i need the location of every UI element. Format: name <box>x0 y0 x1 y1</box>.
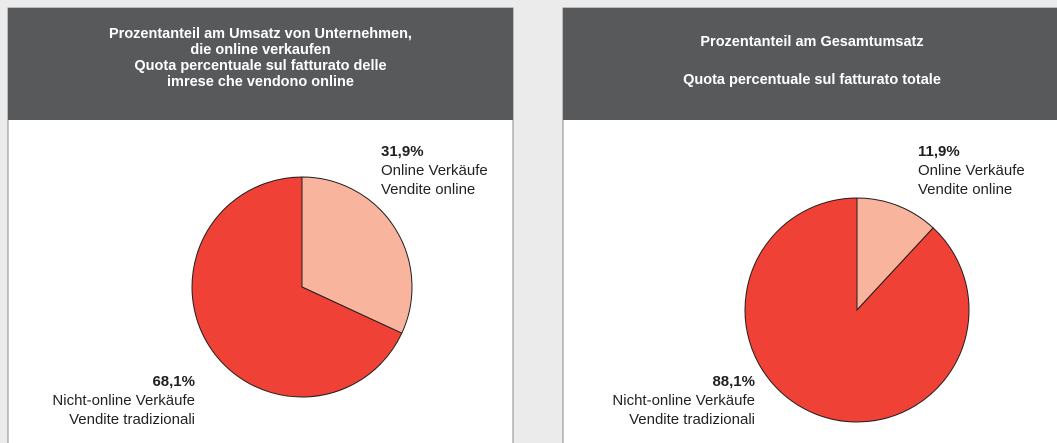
category-label: Vendite online <box>918 181 1012 198</box>
chart-title: Quota percentuale sul fatturato totale <box>683 72 941 88</box>
category-label: Nicht-online Verkäufe <box>52 392 195 409</box>
data-label: 11,9% <box>918 143 960 160</box>
pie-slice <box>856 197 934 312</box>
panel-header <box>563 8 1057 120</box>
category-label: Vendite tradizionali <box>629 411 755 428</box>
category-label: Nicht-online Verkäufe <box>612 392 755 409</box>
chart-title: die online verkaufen <box>190 42 330 58</box>
category-label: Online Verkäufe <box>918 162 1025 179</box>
category-label: Vendite tradizionali <box>69 411 195 428</box>
pie-slice <box>744 197 970 423</box>
data-label: 68,1% <box>152 373 195 390</box>
category-label: Online Verkäufe <box>381 162 488 179</box>
chart-title: Prozentanteil am Gesamtumsatz <box>700 34 923 50</box>
pie-slice <box>301 176 413 334</box>
panel-header <box>8 8 513 120</box>
data-label: 31,9% <box>381 143 424 160</box>
chart-title: Quota percentuale sul fatturato delle <box>134 58 386 74</box>
category-label: Vendite online <box>381 181 475 198</box>
data-label: 88,1% <box>712 373 755 390</box>
chart-title: Prozentanteil am Umsatz von Unternehmen, <box>109 26 412 42</box>
pie-slice <box>191 176 403 398</box>
chart-title: imrese che vendono online <box>167 74 354 90</box>
